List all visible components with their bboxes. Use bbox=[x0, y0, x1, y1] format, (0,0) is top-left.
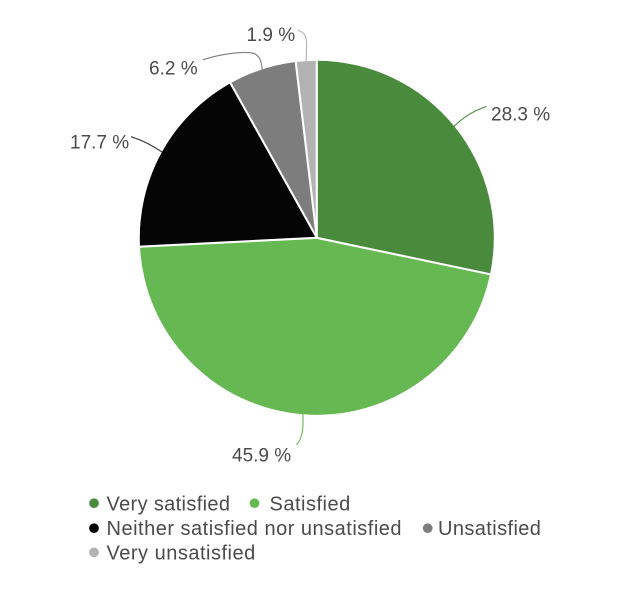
svg-text:45.9 %: 45.9 % bbox=[232, 445, 291, 466]
svg-text:Very unsatisfied: Very unsatisfied bbox=[106, 542, 255, 564]
svg-text:6.2 %: 6.2 % bbox=[149, 58, 198, 79]
svg-text:Neither satisfied nor unsatisf: Neither satisfied nor unsatisfied bbox=[106, 518, 402, 540]
svg-text:17.7 %: 17.7 % bbox=[70, 132, 129, 153]
svg-text:Satisfied: Satisfied bbox=[269, 493, 350, 515]
svg-text:Very satisfied: Very satisfied bbox=[106, 493, 230, 515]
svg-text:Unsatisfied: Unsatisfied bbox=[438, 518, 541, 540]
svg-text:1.9 %: 1.9 % bbox=[247, 25, 296, 46]
svg-text:28.3 %: 28.3 % bbox=[491, 105, 550, 126]
